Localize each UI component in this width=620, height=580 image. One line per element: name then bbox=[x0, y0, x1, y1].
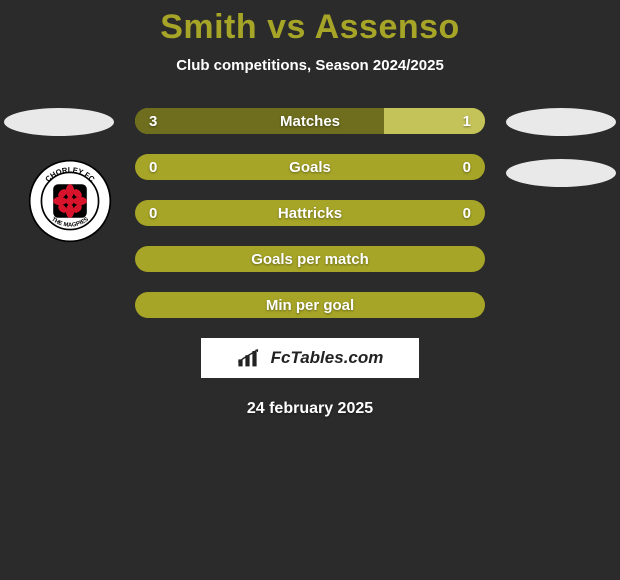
stat-label: Matches bbox=[135, 113, 485, 130]
fctables-brand-text: FcTables.com bbox=[271, 348, 384, 368]
stat-bar: Goals per match bbox=[135, 246, 485, 272]
page-subtitle: Club competitions, Season 2024/2025 bbox=[0, 57, 620, 74]
stats-bars: 3Matches10Goals00Hattricks0Goals per mat… bbox=[135, 108, 485, 318]
comparison-date: 24 february 2025 bbox=[0, 400, 620, 418]
stat-label: Goals per match bbox=[135, 251, 485, 268]
stat-label: Hattricks bbox=[135, 205, 485, 222]
stat-value-right: 1 bbox=[463, 113, 471, 130]
stat-bar: 0Goals0 bbox=[135, 154, 485, 180]
stat-value-right: 0 bbox=[463, 159, 471, 176]
stat-label: Min per goal bbox=[135, 297, 485, 314]
club-badge-icon: CHORLEY FC THE MAGPIES bbox=[28, 159, 112, 243]
stat-bar: 3Matches1 bbox=[135, 108, 485, 134]
stat-bar: Min per goal bbox=[135, 292, 485, 318]
stat-value-right: 0 bbox=[463, 205, 471, 222]
page-title: Smith vs Assenso bbox=[0, 0, 620, 47]
comparison-content: CHORLEY FC THE MAGPIES 3Matches10Goals00… bbox=[0, 108, 620, 418]
stat-label: Goals bbox=[135, 159, 485, 176]
stat-bar: 0Hattricks0 bbox=[135, 200, 485, 226]
player-left-placeholder-1 bbox=[4, 108, 114, 136]
fctables-badge[interactable]: FcTables.com bbox=[201, 338, 419, 378]
bar-chart-icon bbox=[237, 348, 265, 368]
player-right-placeholder-2 bbox=[506, 159, 616, 187]
player-right-placeholder-1 bbox=[506, 108, 616, 136]
